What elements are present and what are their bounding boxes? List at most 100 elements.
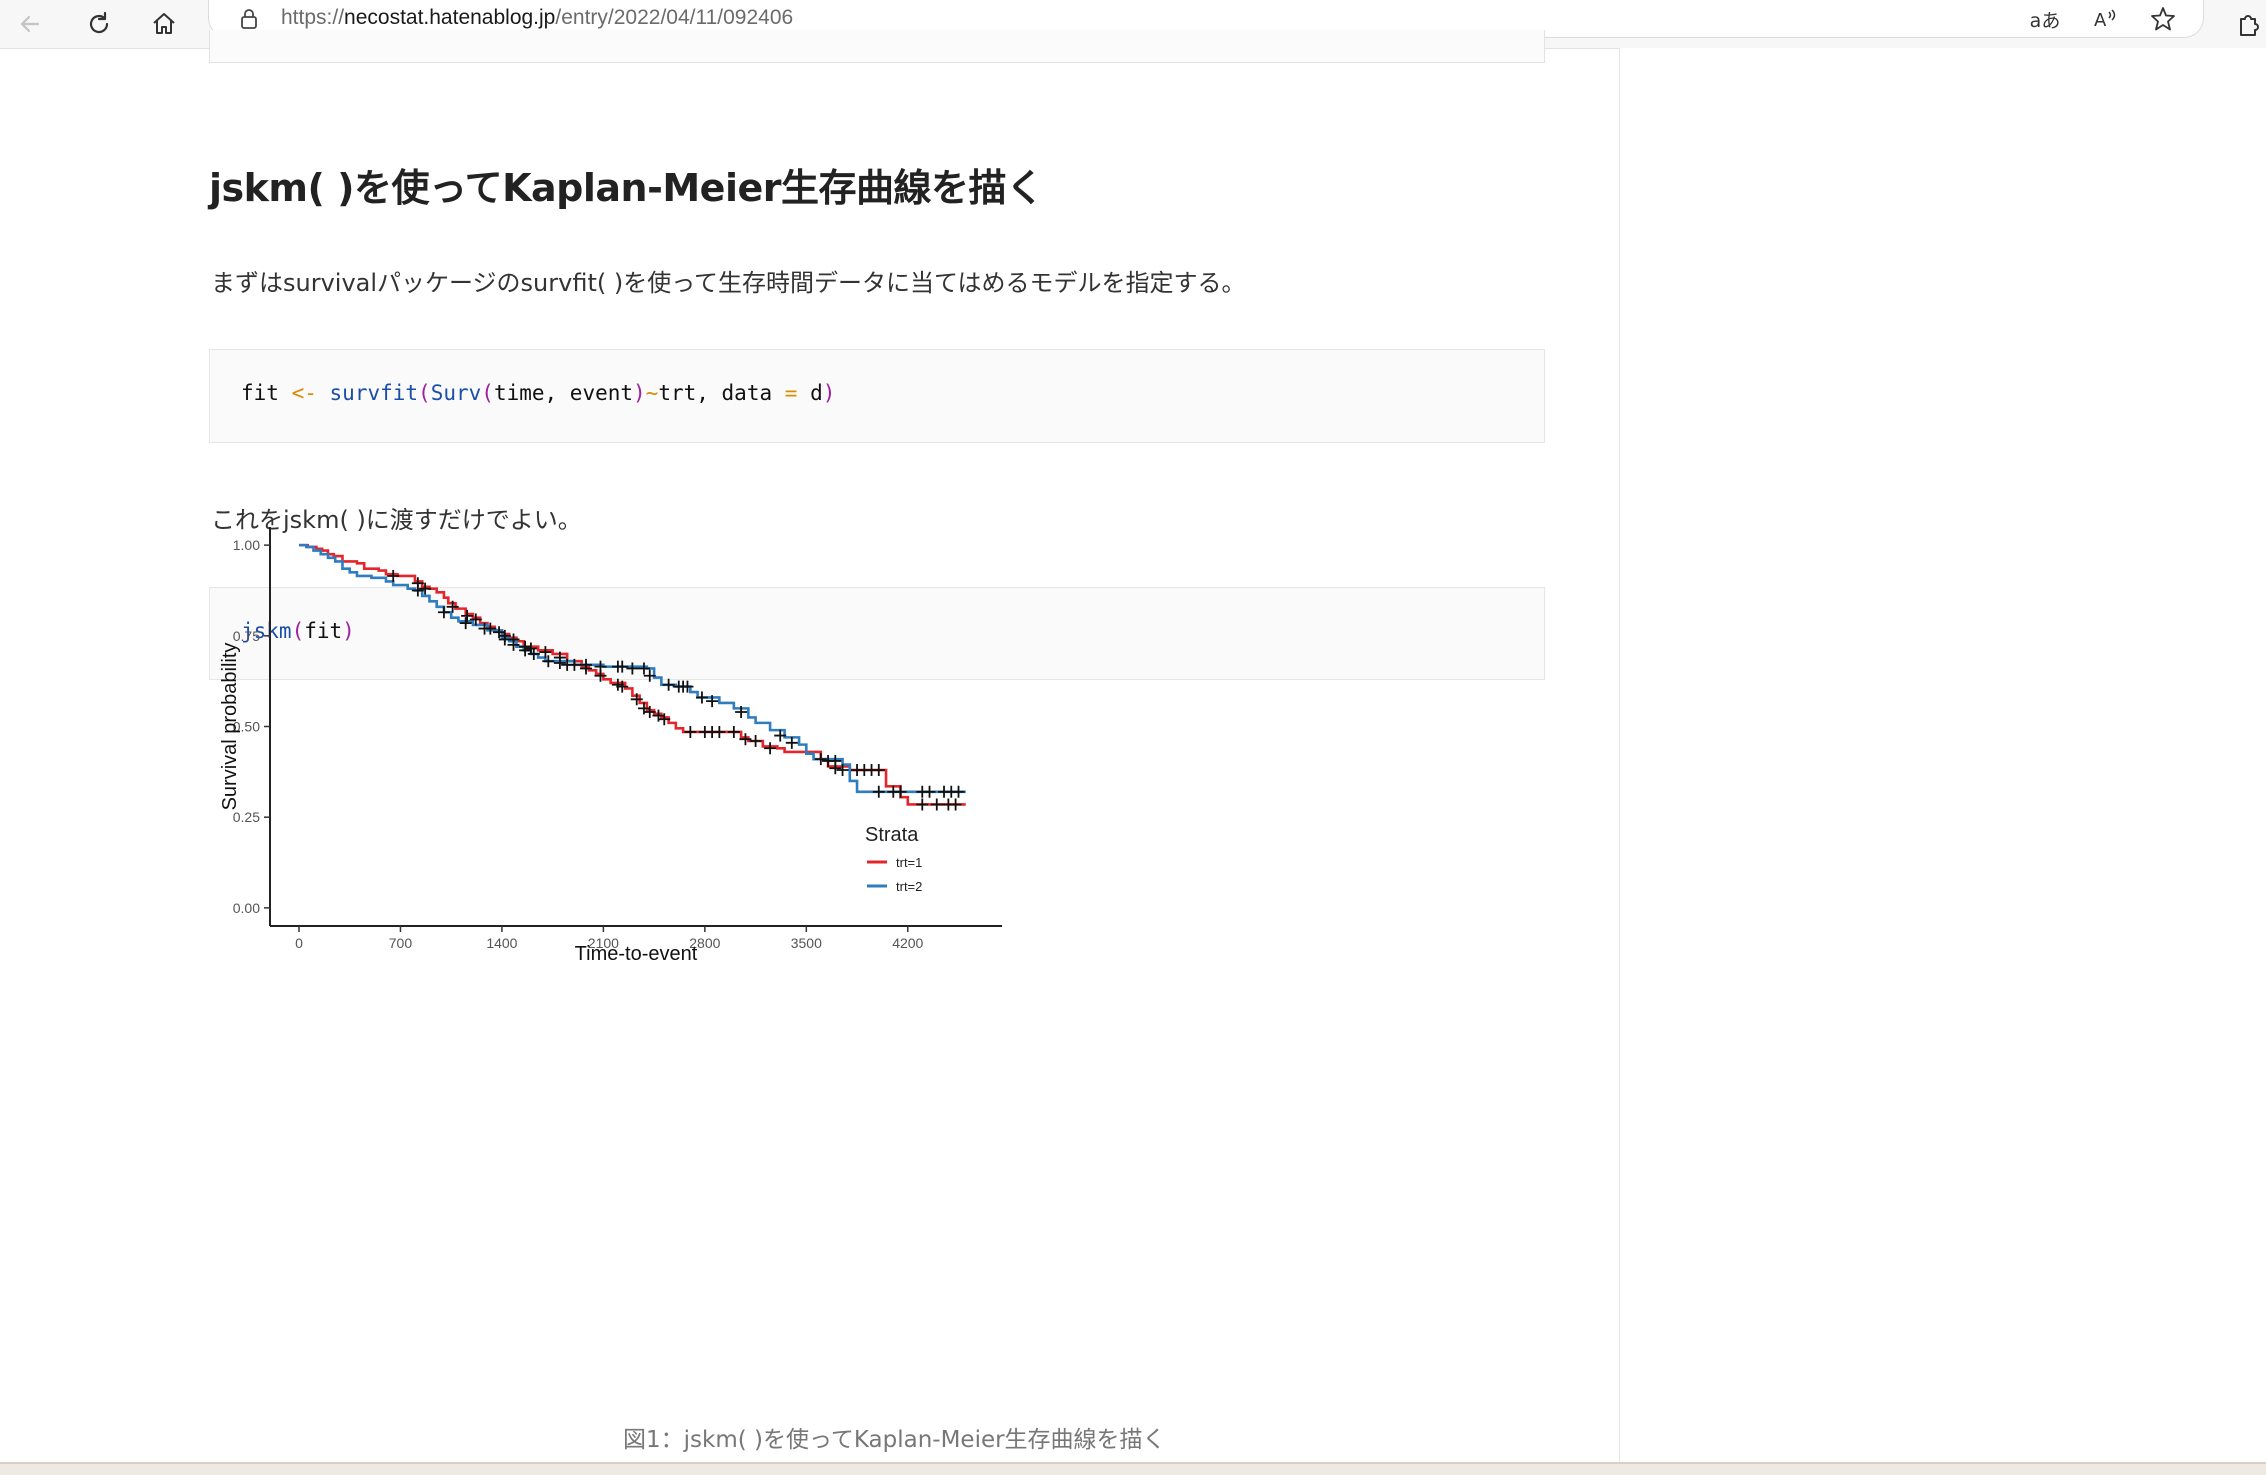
code-block-survfit[interactable]: fit <- survfit(Surv(time, event)~trt, da… [209,349,1545,443]
censor-mark [916,798,929,811]
favorite-star-icon[interactable] [2147,4,2179,34]
y-tick-label: 0.75 [233,628,260,644]
y-tick-label: 0.00 [233,900,260,916]
y-axis-label: Survival probability [219,643,241,811]
x-axis: 0 700 1400 2100 2800 3500 4200 [270,925,1002,951]
censor-marks [387,569,965,811]
censor-mark [727,725,740,738]
figure-caption: 図1：jskm( )を使ってKaplan-Meier生存曲線を描く [623,1427,1166,1453]
url-text[interactable]: https://necostat.hatenablog.jp/entry/202… [281,6,793,30]
legend-title: Strata [865,824,919,846]
censor-mark [930,798,943,811]
censor-mark [872,764,885,777]
code-token: ~ [645,381,659,405]
code-token: ) [342,619,355,643]
paragraph-intro: まずはsurvivalパッケージのsurvfit( )を使って生存時間データに当… [211,269,1246,297]
code-token: time, event [493,381,634,405]
censor-mark [626,662,639,675]
code-token: = [784,381,798,405]
code-token: jskm [241,619,292,643]
code-token: survfit [329,381,419,405]
censor-mark [643,705,656,718]
code-line: jskm(fit) [241,619,355,643]
code-line: fit <- survfit(Surv(time, event)~trt, da… [241,381,835,405]
censor-mark [749,735,762,748]
code-token: ( [418,381,431,405]
legend-label: trt=1 [896,855,922,870]
censor-mark [498,633,511,646]
y-tick-label: 0.50 [233,719,260,735]
censor-mark [507,638,520,651]
censor-mark [894,785,907,798]
censor-mark [836,764,849,777]
x-tick-label: 2800 [689,935,720,951]
censor-mark [706,695,719,708]
code-token: d [797,381,823,405]
censor-mark [643,669,656,682]
x-axis-label: Time-to-event [575,943,698,965]
paragraph-jskm: これをjskm( )に渡すだけでよい。 [211,506,582,534]
code-token: <- [291,381,317,405]
home-button[interactable] [144,4,184,44]
translate-icon[interactable]: aあ [2029,4,2061,34]
censor-mark [411,584,424,597]
censor-mark [387,569,400,582]
section-heading: jskm( )を使ってKaplan-Meier生存曲線を描く [209,166,1044,210]
censor-mark [637,662,650,675]
y-tick-label: 0.25 [233,809,260,825]
censor-mark [713,725,726,738]
code-token: fit [304,619,343,643]
legend-label: trt=2 [896,879,922,894]
censor-mark [579,658,592,671]
code-token: trt, data [658,381,785,405]
x-tick-label: 2100 [588,935,619,951]
code-token: ( [291,619,305,643]
censor-mark [419,582,432,595]
censor-mark [542,655,555,668]
censor-mark [764,742,777,755]
censor-mark [478,622,491,635]
code-block-jskm[interactable]: jskm(fit) [209,587,1545,680]
censor-mark [561,658,574,671]
censor-mark [684,725,697,738]
translate-label: aあ [2029,9,2061,32]
read-aloud-icon[interactable]: A [2089,4,2121,34]
censor-mark [527,647,540,660]
censor-mark [681,680,694,693]
km-chart: 0.00 0.25 0.50 0.75 1.00 0 700 1400 2100 2800 350… [219,527,1002,965]
previous-code-block [209,30,1545,63]
censor-mark [524,642,537,655]
censor-mark [872,785,885,798]
censor-mark [594,660,607,673]
x-tick-label: 1400 [486,935,517,951]
extensions-icon[interactable] [2228,4,2266,44]
lock-icon[interactable] [233,4,265,34]
censor-mark [735,705,748,718]
svg-text:A: A [2094,10,2107,31]
censor-mark [553,657,566,670]
x-tick-label: 700 [389,935,413,951]
censor-mark [630,693,643,706]
reload-button[interactable] [79,4,119,44]
url-host: necostat.hatenablog.jp [344,6,556,29]
censor-mark [814,753,827,766]
page-bottom-edge [0,1462,2266,1475]
censor-mark [658,713,671,726]
censor-mark [461,609,474,622]
censor-mark [739,733,752,746]
reload-icon [89,11,109,34]
censor-mark [949,798,962,811]
censor-mark [662,678,675,691]
km-figure: 0.00 0.25 0.50 0.75 1.00 0 700 1400 2100 2800 350… [219,527,1470,1395]
code-token: Surv [430,381,482,405]
censor-mark [695,691,708,704]
censor-mark [469,613,482,626]
back-button[interactable] [10,4,50,44]
back-arrow-icon [20,15,40,33]
x-tick-label: 3500 [791,935,822,951]
code-token [317,381,330,405]
x-tick-label: 0 [295,935,303,951]
code-token: ) [633,381,646,405]
code-token: fit [241,381,292,405]
url-path: /entry/2022/04/11/092406 [555,6,794,29]
